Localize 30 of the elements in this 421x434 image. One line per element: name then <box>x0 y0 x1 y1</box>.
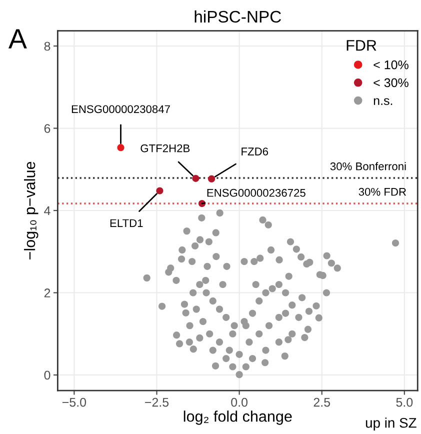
legend-label: n.s. <box>374 98 392 106</box>
y-axis-title: −log₁₀ p−value <box>24 162 38 260</box>
x-axis-title: log₂ fold change <box>184 410 292 425</box>
point <box>208 175 216 182</box>
y-tick-label: 2 <box>44 288 50 298</box>
x-tick-label: 0.0 <box>231 398 248 407</box>
x-tick-label: −2.5 <box>145 398 169 407</box>
annotation: ELTD1 <box>110 219 143 227</box>
y-tick-label: 0 <box>44 370 50 380</box>
y-tick-label: 8 <box>44 42 50 51</box>
ref-line-label: 30% Bonferroni <box>330 162 406 170</box>
annotation: GTF2H2B <box>140 144 190 152</box>
legend-label: < 30% <box>374 78 408 88</box>
annotation: ENSG00000236725 <box>207 188 306 197</box>
text: up in SZ <box>366 418 416 431</box>
point <box>192 174 200 182</box>
legend-title: FDR <box>346 40 376 51</box>
x-tick-label: 5.0 <box>396 398 413 407</box>
y-tick-label: 6 <box>44 124 50 133</box>
annotation: ENSG00000230847 <box>72 105 170 114</box>
x-tick-label: −5.0 <box>62 398 86 407</box>
text: A <box>8 29 27 48</box>
ref-line-label: 30% FDR <box>358 188 406 196</box>
chart-title: hiPSC-NPC <box>194 10 282 23</box>
annotation: FZD6 <box>242 148 268 156</box>
point <box>156 187 164 194</box>
legend-label: < 10% <box>374 60 408 70</box>
point <box>117 144 124 152</box>
y-tick-label: 4 <box>44 206 50 216</box>
x-tick-label: 2.5 <box>314 398 330 407</box>
